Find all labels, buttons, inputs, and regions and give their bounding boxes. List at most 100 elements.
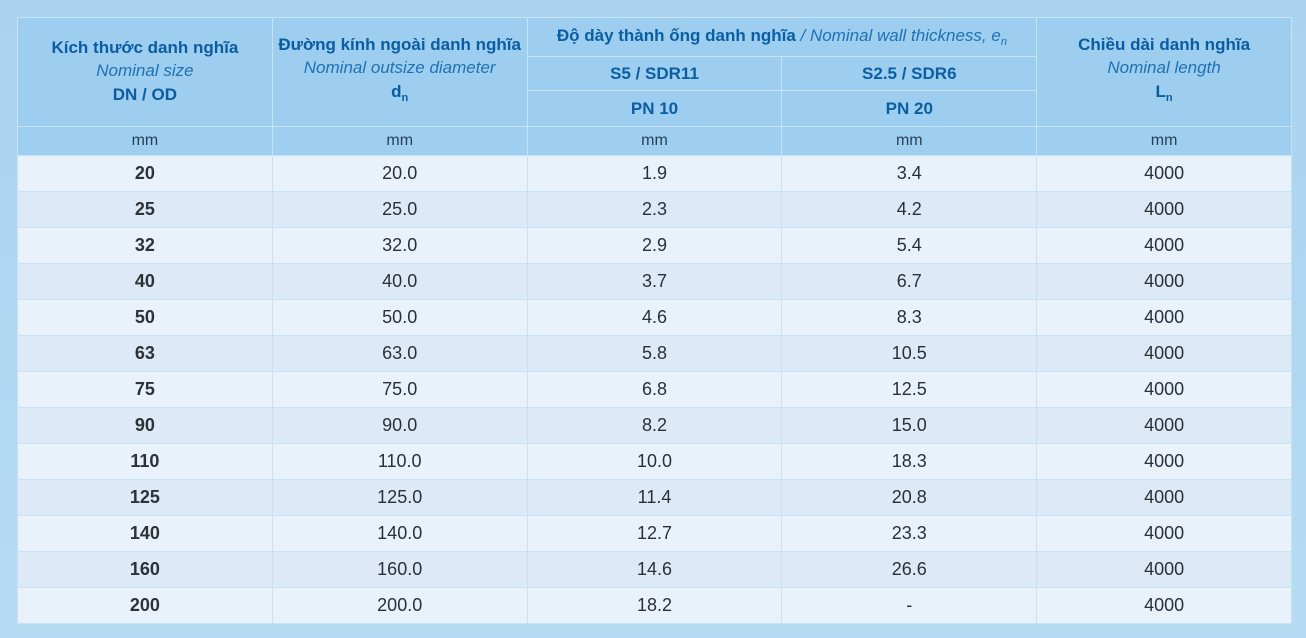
cell-thickness-pn10: 12.7 bbox=[526, 515, 783, 552]
cell-outside-diameter: 63.0 bbox=[271, 335, 528, 372]
unit-cell: mm bbox=[526, 126, 783, 156]
cell-nominal-length: 4000 bbox=[1036, 299, 1292, 336]
table-row: 160 160.0 14.6 26.6 4000 bbox=[17, 551, 1292, 588]
cell-outside-diameter: 32.0 bbox=[271, 227, 528, 264]
cell-thickness-pn20: 10.5 bbox=[781, 335, 1038, 372]
cell-nominal-size: 20 bbox=[17, 155, 273, 192]
table-body: 20 20.0 1.9 3.4 4000 25 25.0 2.3 4.2 4000 32 32.0 2.… bbox=[17, 155, 1292, 624]
symbol-d-sub: n bbox=[401, 92, 409, 104]
cell-nominal-size: 200 bbox=[17, 587, 273, 624]
unit-cell: mm bbox=[781, 126, 1038, 156]
cell-nominal-length: 4000 bbox=[1036, 227, 1292, 264]
table-row: 25 25.0 2.3 4.2 4000 bbox=[17, 191, 1292, 228]
cell-outside-diameter: 75.0 bbox=[271, 371, 528, 408]
cell-thickness-pn20: 26.6 bbox=[781, 551, 1038, 588]
symbol-l: L bbox=[1155, 82, 1166, 101]
cell-thickness-pn10: 2.3 bbox=[526, 191, 783, 228]
unit-cell: mm bbox=[271, 126, 528, 156]
cell-outside-diameter: 20.0 bbox=[271, 155, 528, 192]
cell-outside-diameter: 125.0 bbox=[271, 479, 528, 516]
unit-cell: mm bbox=[1036, 126, 1292, 156]
cell-thickness-pn20: - bbox=[781, 587, 1038, 624]
cell-nominal-size: 140 bbox=[17, 515, 273, 552]
cell-thickness-pn20: 23.3 bbox=[781, 515, 1038, 552]
cell-nominal-size: 32 bbox=[17, 227, 273, 264]
header-nominal-length: Chiều dài danh nghĩa Nominal length Ln bbox=[1036, 17, 1292, 127]
cell-thickness-pn10: 2.9 bbox=[526, 227, 783, 264]
header-wall-thickness-sub: n bbox=[1000, 36, 1007, 48]
table-header: Kích thước danh nghĩa Nominal size DN / … bbox=[17, 17, 1292, 156]
table-row: 140 140.0 12.7 23.3 4000 bbox=[17, 515, 1292, 552]
cell-outside-diameter: 40.0 bbox=[271, 263, 528, 300]
cell-thickness-pn10: 10.0 bbox=[526, 443, 783, 480]
cell-thickness-pn10: 4.6 bbox=[526, 299, 783, 336]
cell-thickness-pn20: 6.7 bbox=[781, 263, 1038, 300]
cell-thickness-pn10: 11.4 bbox=[526, 479, 783, 516]
header-nominal-size: Kích thước danh nghĩa Nominal size DN / … bbox=[17, 17, 273, 127]
unit-cell: mm bbox=[17, 126, 273, 156]
cell-nominal-size: 40 bbox=[17, 263, 273, 300]
header-wall-thickness-en: Nominal wall thickness, e bbox=[809, 26, 1001, 45]
header-nominal-length-vi: Chiều dài danh nghĩa bbox=[1078, 35, 1251, 54]
cell-nominal-size: 63 bbox=[17, 335, 273, 372]
header-s25-sdr6: S2.5 / SDR6 bbox=[781, 56, 1038, 91]
cell-nominal-length: 4000 bbox=[1036, 263, 1292, 300]
spec-table-frame: Kích thước danh nghĩa Nominal size DN / … bbox=[17, 17, 1292, 624]
header-wall-thickness-vi: Độ dày thành ống danh nghĩa bbox=[556, 26, 796, 45]
table-row: 75 75.0 6.8 12.5 4000 bbox=[17, 371, 1292, 408]
header-nominal-size-code: DN / OD bbox=[112, 85, 178, 104]
cell-outside-diameter: 140.0 bbox=[271, 515, 528, 552]
header-outside-diameter-vi: Đường kính ngoài danh nghĩa bbox=[278, 35, 521, 54]
cell-thickness-pn20: 8.3 bbox=[781, 299, 1038, 336]
table-row: 50 50.0 4.6 8.3 4000 bbox=[17, 299, 1292, 336]
table-row: 63 63.0 5.8 10.5 4000 bbox=[17, 335, 1292, 372]
cell-thickness-pn10: 1.9 bbox=[526, 155, 783, 192]
table-row: 32 32.0 2.9 5.4 4000 bbox=[17, 227, 1292, 264]
header-outside-diameter-en: Nominal outsize diameter bbox=[303, 58, 496, 77]
cell-nominal-length: 4000 bbox=[1036, 155, 1292, 192]
cell-outside-diameter: 200.0 bbox=[271, 587, 528, 624]
cell-outside-diameter: 50.0 bbox=[271, 299, 528, 336]
cell-thickness-pn20: 4.2 bbox=[781, 191, 1038, 228]
cell-thickness-pn20: 18.3 bbox=[781, 443, 1038, 480]
table-row: 125 125.0 11.4 20.8 4000 bbox=[17, 479, 1292, 516]
cell-thickness-pn10: 5.8 bbox=[526, 335, 783, 372]
cell-nominal-size: 90 bbox=[17, 407, 273, 444]
cell-nominal-length: 4000 bbox=[1036, 443, 1292, 480]
header-wall-thickness: Độ dày thành ống danh nghĩa / Nominal wa… bbox=[526, 17, 1038, 57]
header-s5-sdr11: S5 / SDR11 bbox=[526, 56, 783, 91]
header-pn20: PN 20 bbox=[781, 90, 1038, 127]
table-row: 20 20.0 1.9 3.4 4000 bbox=[17, 155, 1292, 192]
cell-nominal-length: 4000 bbox=[1036, 587, 1292, 624]
pipe-spec-table: Kích thước danh nghĩa Nominal size DN / … bbox=[17, 17, 1292, 624]
cell-thickness-pn20: 20.8 bbox=[781, 479, 1038, 516]
cell-thickness-pn10: 6.8 bbox=[526, 371, 783, 408]
cell-nominal-length: 4000 bbox=[1036, 551, 1292, 588]
units-row: mm mm mm mm mm bbox=[17, 126, 1292, 156]
header-pn10: PN 10 bbox=[526, 90, 783, 127]
cell-nominal-size: 125 bbox=[17, 479, 273, 516]
header-nominal-size-en: Nominal size bbox=[96, 61, 194, 80]
cell-thickness-pn10: 8.2 bbox=[526, 407, 783, 444]
cell-nominal-size: 75 bbox=[17, 371, 273, 408]
table-row: 40 40.0 3.7 6.7 4000 bbox=[17, 263, 1292, 300]
header-nominal-size-vi: Kích thước danh nghĩa bbox=[51, 38, 239, 57]
header-outside-diameter-symbol: dn bbox=[273, 79, 526, 111]
cell-nominal-size: 25 bbox=[17, 191, 273, 228]
cell-thickness-pn10: 3.7 bbox=[526, 263, 783, 300]
cell-nominal-size: 160 bbox=[17, 551, 273, 588]
cell-thickness-pn10: 14.6 bbox=[526, 551, 783, 588]
cell-thickness-pn20: 12.5 bbox=[781, 371, 1038, 408]
cell-nominal-length: 4000 bbox=[1036, 335, 1292, 372]
table-row: 200 200.0 18.2-4000 bbox=[17, 587, 1292, 624]
cell-nominal-length: 4000 bbox=[1036, 191, 1292, 228]
symbol-l-sub: n bbox=[1165, 92, 1173, 104]
table-row: 110 110.0 10.0 18.3 4000 bbox=[17, 443, 1292, 480]
symbol-d: d bbox=[391, 82, 402, 101]
cell-nominal-length: 4000 bbox=[1036, 515, 1292, 552]
cell-outside-diameter: 25.0 bbox=[271, 191, 528, 228]
cell-nominal-size: 50 bbox=[17, 299, 273, 336]
cell-thickness-pn20: 3.4 bbox=[781, 155, 1038, 192]
header-outside-diameter: Đường kính ngoài danh nghĩa Nominal outs… bbox=[271, 17, 528, 127]
table-row: 90 90.0 8.2 15.0 4000 bbox=[17, 407, 1292, 444]
